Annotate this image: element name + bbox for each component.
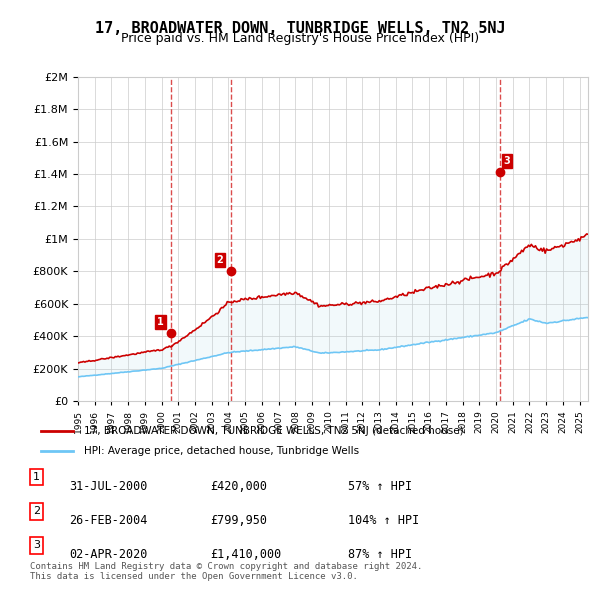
Text: 3: 3 [504, 156, 511, 166]
Text: 2: 2 [33, 506, 40, 516]
Text: 2: 2 [217, 255, 223, 266]
Text: 3: 3 [33, 540, 40, 550]
Text: £1,410,000: £1,410,000 [210, 548, 281, 561]
Text: 26-FEB-2004: 26-FEB-2004 [69, 514, 148, 527]
Text: 57% ↑ HPI: 57% ↑ HPI [348, 480, 412, 493]
Text: 17, BROADWATER DOWN, TUNBRIDGE WELLS, TN2 5NJ (detached house): 17, BROADWATER DOWN, TUNBRIDGE WELLS, TN… [84, 427, 464, 436]
Text: HPI: Average price, detached house, Tunbridge Wells: HPI: Average price, detached house, Tunb… [84, 446, 359, 455]
Text: 17, BROADWATER DOWN, TUNBRIDGE WELLS, TN2 5NJ: 17, BROADWATER DOWN, TUNBRIDGE WELLS, TN… [95, 21, 505, 35]
Text: 31-JUL-2000: 31-JUL-2000 [69, 480, 148, 493]
Text: 87% ↑ HPI: 87% ↑ HPI [348, 548, 412, 561]
Text: £420,000: £420,000 [210, 480, 267, 493]
Text: Contains HM Land Registry data © Crown copyright and database right 2024.
This d: Contains HM Land Registry data © Crown c… [30, 562, 422, 581]
Text: £799,950: £799,950 [210, 514, 267, 527]
Text: 1: 1 [33, 472, 40, 482]
Text: Price paid vs. HM Land Registry's House Price Index (HPI): Price paid vs. HM Land Registry's House … [121, 32, 479, 45]
Text: 1: 1 [157, 317, 164, 327]
Text: 02-APR-2020: 02-APR-2020 [69, 548, 148, 561]
Text: 104% ↑ HPI: 104% ↑ HPI [348, 514, 419, 527]
